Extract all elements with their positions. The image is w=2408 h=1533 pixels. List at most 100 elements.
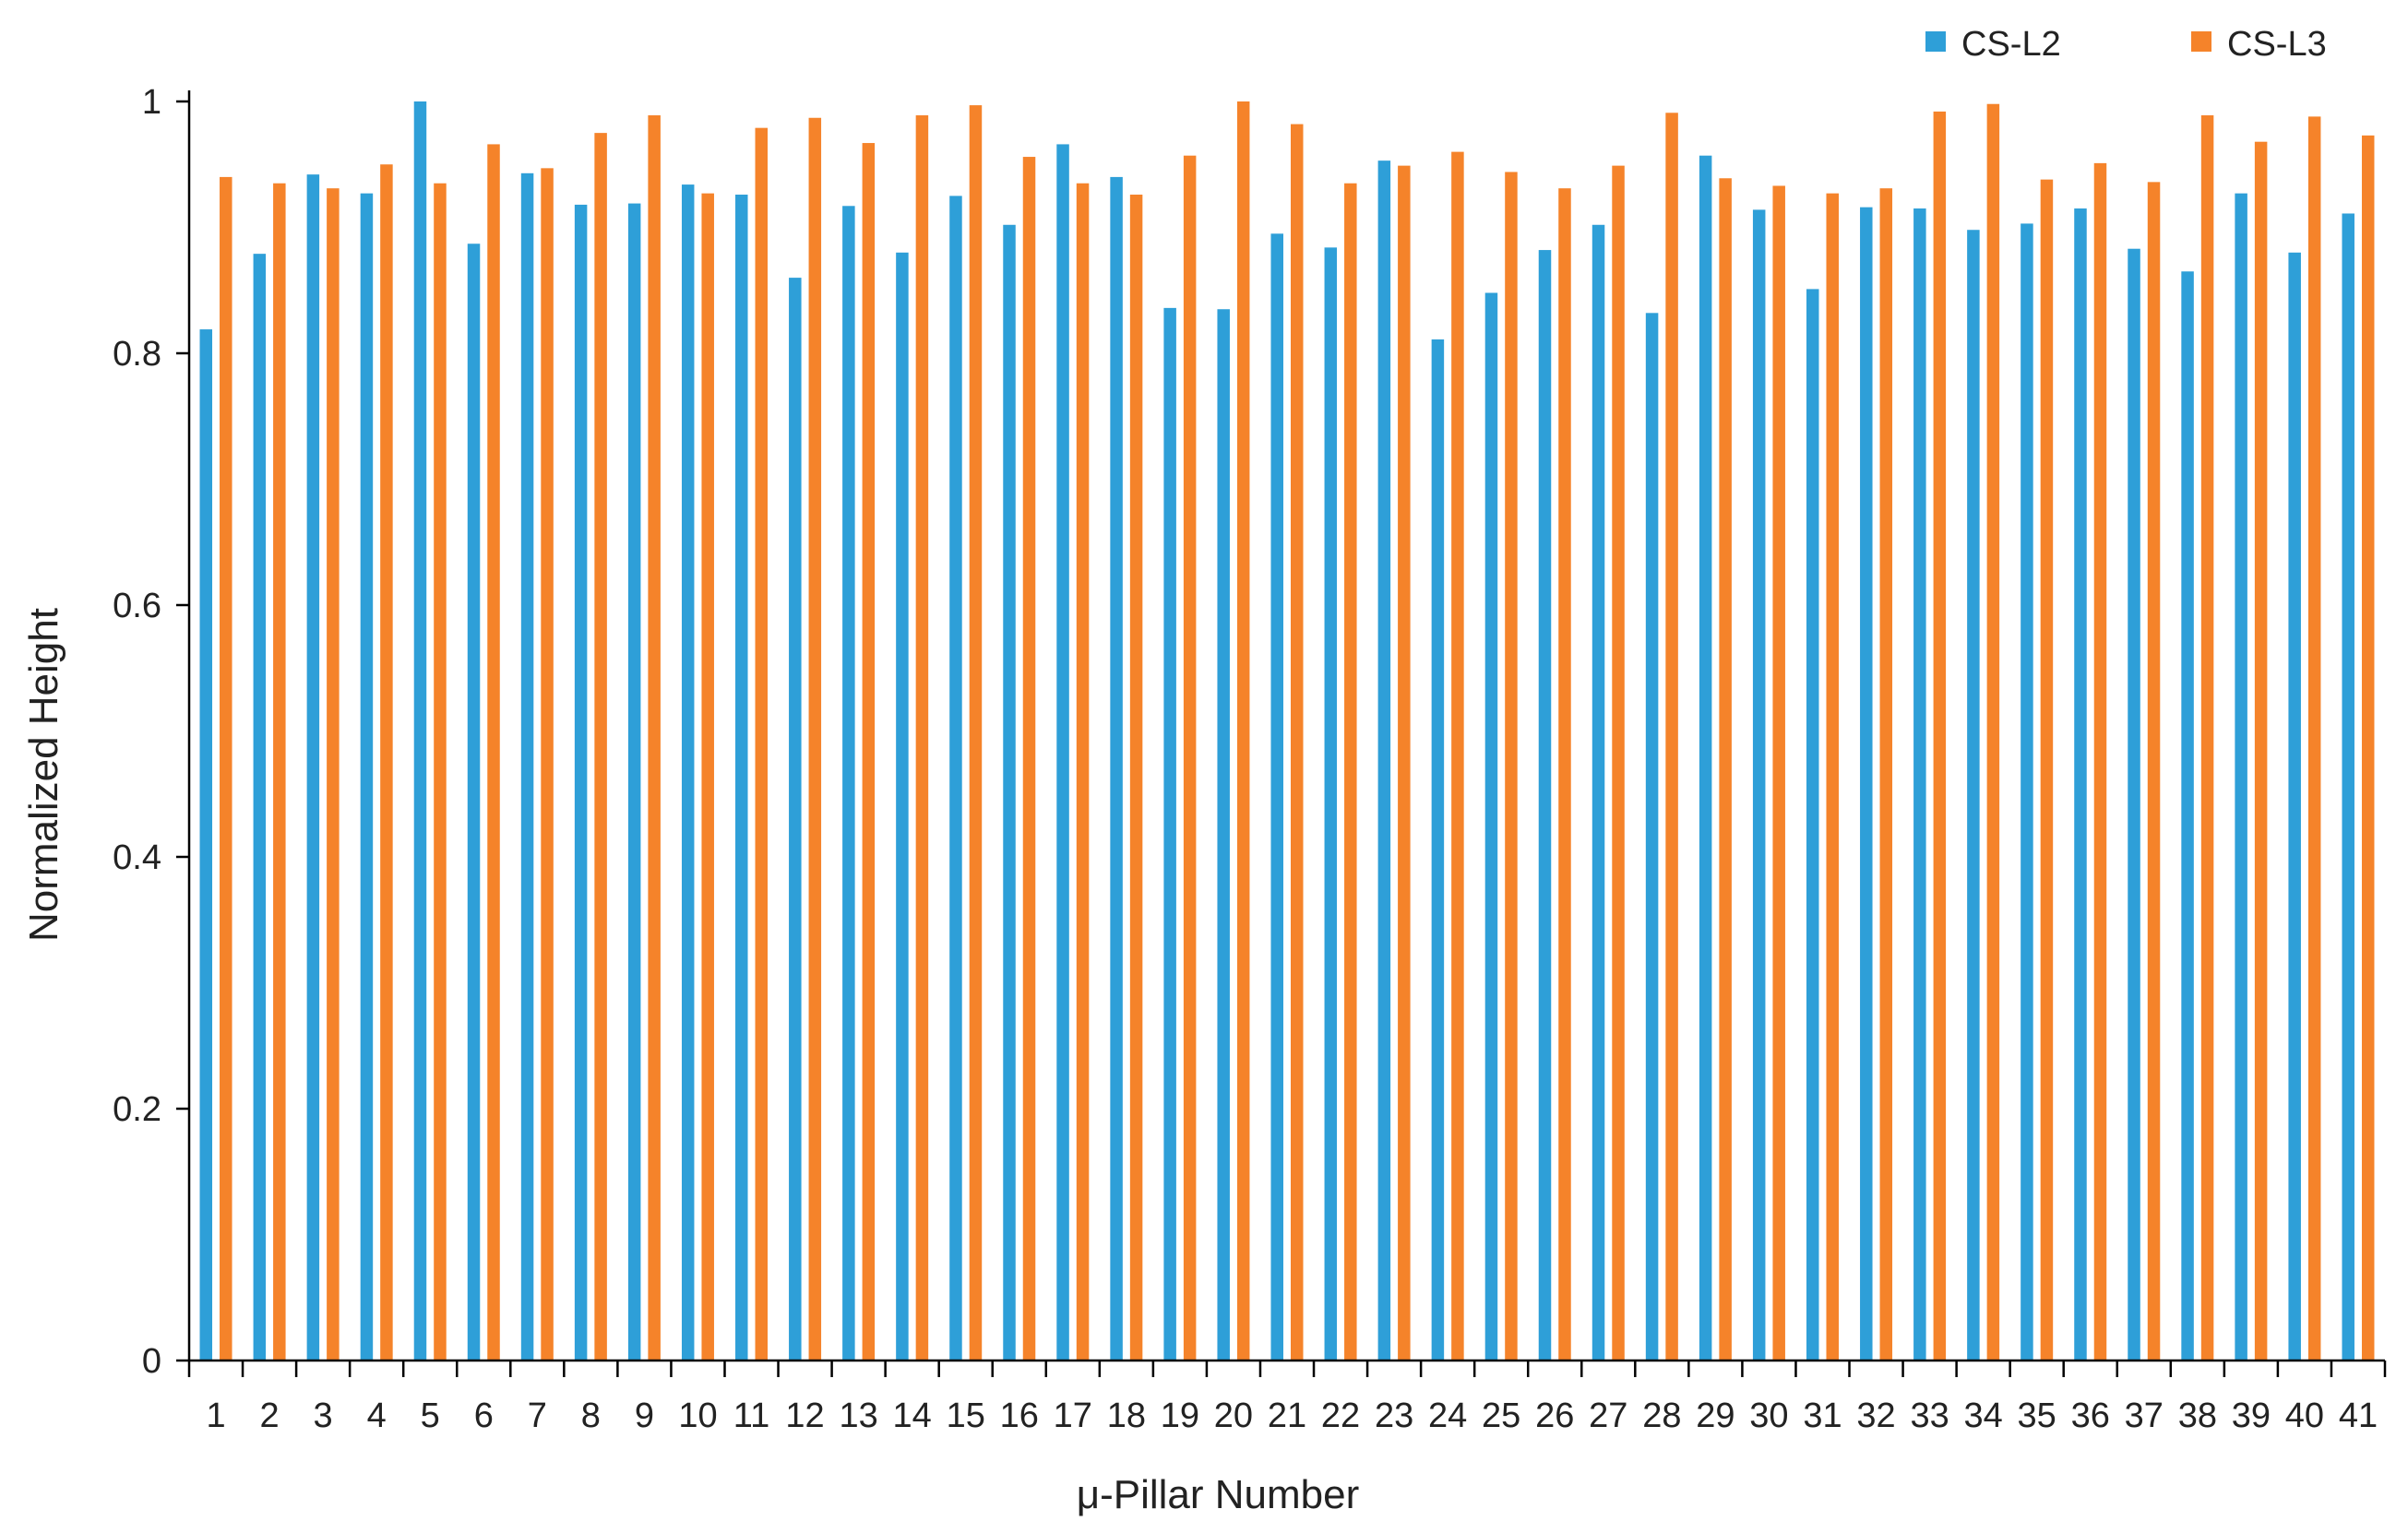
- bar-cs-l3-1: [220, 176, 232, 1361]
- legend: CS-L2 CS-L3: [1925, 25, 2327, 64]
- bar-cs-l3-41: [2361, 135, 2375, 1361]
- bar-cs-l3-11: [755, 127, 769, 1361]
- bar-cs-l2-26: [1538, 250, 1552, 1361]
- bar-cs-l2-21: [1270, 233, 1283, 1361]
- bar-cs-l2-1: [199, 329, 213, 1361]
- bar-cs-l3-10: [701, 193, 714, 1361]
- legend-swatch-cs-l2: [1925, 31, 1946, 52]
- y-tick-label: 0.8: [113, 335, 161, 374]
- x-tick-label: 13: [839, 1396, 877, 1435]
- bar-cs-l3-12: [808, 117, 822, 1361]
- bar-cs-l3-38: [2200, 115, 2214, 1361]
- bar-cs-l2-37: [2128, 248, 2140, 1361]
- x-tick-label: 4: [367, 1396, 387, 1435]
- x-tick-label: 5: [421, 1396, 440, 1435]
- x-tick-label: 34: [1963, 1396, 2002, 1435]
- bar-cs-l2-34: [1967, 230, 1980, 1361]
- bar-cs-l3-17: [1076, 183, 1090, 1361]
- bar-cs-l3-32: [1879, 188, 1893, 1361]
- bar-cs-l3-21: [1291, 124, 1304, 1361]
- x-tick-label: 15: [947, 1396, 985, 1435]
- bar-cs-l2-32: [1860, 207, 1873, 1361]
- bar-cs-l2-23: [1377, 160, 1391, 1361]
- x-tick-label: 19: [1161, 1396, 1199, 1435]
- bar-cs-l2-16: [1003, 224, 1016, 1361]
- bar-cs-l2-3: [306, 174, 320, 1361]
- x-tick-label: 28: [1642, 1396, 1681, 1435]
- x-tick-label: 14: [893, 1396, 932, 1435]
- bar-cs-l2-11: [735, 195, 748, 1361]
- bar-cs-l3-19: [1183, 155, 1197, 1361]
- y-axis: 0 0.2 0.4 0.6 0.8 1: [113, 83, 191, 1381]
- x-tick-label: 22: [1321, 1396, 1360, 1435]
- x-tick-label: 21: [1268, 1396, 1306, 1435]
- x-tick-label: 40: [2285, 1396, 2324, 1435]
- bar-cs-l2-36: [2074, 208, 2087, 1361]
- bar-cs-l2-29: [1699, 155, 1712, 1361]
- bar-cs-l3-3: [327, 188, 340, 1361]
- bar-cs-l2-2: [253, 254, 267, 1361]
- bar-cs-l3-15: [969, 105, 983, 1361]
- bar-cs-l3-6: [487, 144, 500, 1361]
- legend-label-cs-l2: CS-L2: [1961, 25, 2061, 64]
- bar-cs-l3-14: [915, 115, 929, 1361]
- bar-cs-l3-36: [2093, 162, 2107, 1361]
- bar-cs-l2-13: [842, 206, 855, 1361]
- bar-cs-l3-23: [1398, 165, 1411, 1361]
- bar-cs-l2-22: [1324, 247, 1338, 1361]
- bar-cs-l2-8: [574, 204, 588, 1361]
- bar-cs-l3-5: [434, 183, 447, 1361]
- bar-cs-l2-19: [1163, 307, 1176, 1361]
- legend-item-cs-l3: CS-L3: [2191, 25, 2327, 64]
- bar-cs-l3-31: [1826, 193, 1839, 1361]
- x-axis-title: μ-Pillar Number: [1077, 1472, 1360, 1517]
- x-tick-label: 7: [528, 1396, 547, 1435]
- y-tick-label: 1: [142, 83, 161, 122]
- bar-cs-l3-35: [2040, 179, 2054, 1361]
- x-tick-label: 20: [1214, 1396, 1253, 1435]
- bar-cs-l2-31: [1806, 289, 1819, 1361]
- bar-cs-l2-12: [789, 278, 802, 1361]
- bar-cs-l2-33: [1913, 208, 1926, 1361]
- bar-cs-l2-9: [627, 203, 641, 1361]
- bar-cs-l2-38: [2181, 271, 2194, 1361]
- bar-cs-l2-39: [2235, 193, 2247, 1361]
- bar-cs-l2-28: [1645, 313, 1659, 1361]
- x-tick-label: 12: [785, 1396, 824, 1435]
- bar-cs-l3-20: [1236, 101, 1250, 1361]
- bar-cs-l3-9: [648, 115, 661, 1361]
- bar-cs-l3-39: [2254, 141, 2268, 1361]
- x-tick-label: 33: [1910, 1396, 1949, 1435]
- y-tick-label: 0.6: [113, 587, 161, 625]
- x-tick-label: 11: [733, 1396, 769, 1435]
- bar-cs-l3-22: [1344, 183, 1357, 1361]
- y-tick-label: 0.4: [113, 838, 161, 877]
- x-tick-label: 9: [635, 1396, 654, 1435]
- x-tick-label: 8: [581, 1396, 601, 1435]
- bar-cs-l2-41: [2342, 213, 2354, 1361]
- bar-cs-l3-13: [862, 143, 876, 1361]
- x-tick-label: 25: [1482, 1396, 1520, 1435]
- x-tick-label: 30: [1749, 1396, 1788, 1435]
- bar-cs-l3-26: [1558, 188, 1571, 1361]
- bars-group: [199, 101, 2375, 1361]
- x-tick-label: 31: [1803, 1396, 1842, 1435]
- bar-cs-l3-34: [1986, 103, 2000, 1361]
- bar-cs-l2-6: [467, 244, 481, 1361]
- bar-cs-l2-40: [2288, 252, 2301, 1361]
- x-tick-label: 38: [2178, 1396, 2217, 1435]
- x-tick-label: 26: [1535, 1396, 1574, 1435]
- bar-cs-l2-24: [1431, 339, 1445, 1361]
- x-tick-label: 10: [678, 1396, 717, 1435]
- bar-cs-l3-30: [1772, 185, 1785, 1361]
- bar-cs-l2-20: [1217, 309, 1230, 1361]
- bar-cs-l3-7: [541, 168, 554, 1361]
- bar-cs-l2-25: [1484, 292, 1498, 1361]
- x-axis: 1 2 3 4 5 6 7 8 9 10 11 12 13 14 15 16 17 18 19 20 21 22 23 24 2…: [187, 1359, 2387, 1435]
- x-tick-label: 36: [2071, 1396, 2110, 1435]
- bar-cs-l3-40: [2307, 116, 2321, 1361]
- bar-cs-l3-4: [380, 164, 393, 1361]
- bar-cs-l2-4: [360, 193, 374, 1361]
- bar-cs-l2-30: [1752, 209, 1766, 1361]
